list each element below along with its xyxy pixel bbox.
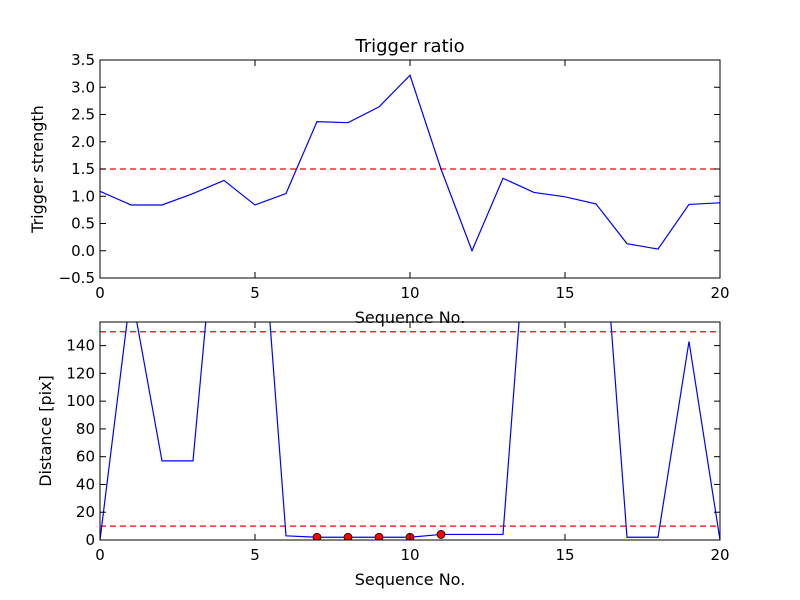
bottom-xtick-label: 15 — [555, 546, 574, 564]
bottom-marker-point — [312, 532, 322, 540]
bottom-ytick-label: 140 — [66, 337, 95, 355]
bottom-xtick-label: 5 — [250, 546, 260, 564]
bottom-plot: Distance [pix] Sequence No. 0 5 10 15 20 0 20 4… — [36, 321, 730, 589]
top-ytick-label: 2.5 — [71, 106, 95, 124]
bottom-marker-point — [436, 530, 446, 539]
bottom-plot-frame — [99, 321, 721, 541]
top-plot-title: Trigger ratio — [354, 36, 464, 57]
bottom-marker-point — [374, 532, 384, 540]
top-xtick-label: 5 — [250, 284, 260, 302]
bottom-marker-point — [343, 532, 353, 540]
top-ytick-label: 3.5 — [71, 51, 95, 69]
bottom-plot-ylabel: Distance [pix] — [36, 375, 55, 487]
top-ytick-label: 2.0 — [71, 133, 95, 151]
bottom-ytick-label: 20 — [76, 503, 95, 521]
bottom-ytick-label: 0 — [85, 531, 95, 549]
top-ytick-label: −0.5 — [59, 269, 95, 287]
bottom-plot-ticks: 0 5 10 15 20 0 20 40 60 80 100 120 140 — [66, 322, 730, 564]
bottom-ytick-label: 40 — [76, 475, 95, 493]
bottom-xtick-label: 0 — [95, 546, 105, 564]
top-plot-area — [100, 74, 720, 253]
top-xtick-label: 20 — [710, 284, 729, 302]
top-ytick-label: 3.0 — [71, 78, 95, 96]
top-plot: Trigger ratio Trigger strength Sequence … — [28, 36, 730, 327]
top-plot-frame — [99, 59, 721, 279]
top-xtick-label: 15 — [555, 284, 574, 302]
bottom-plot-xlabel: Sequence No. — [355, 570, 466, 589]
bottom-xtick-label: 10 — [400, 546, 419, 564]
bottom-xtick-label: 20 — [710, 546, 729, 564]
bottom-ytick-label: 100 — [66, 392, 95, 410]
bottom-ytick-label: 120 — [66, 364, 95, 382]
top-ytick-label: 1.0 — [71, 187, 95, 205]
bottom-ytick-label: 60 — [76, 448, 95, 466]
top-ytick-label: 0.0 — [71, 242, 95, 260]
top-series-line — [100, 74, 720, 253]
top-ytick-label: 1.5 — [71, 160, 95, 178]
bottom-ytick-label: 80 — [76, 420, 95, 438]
top-xtick-label: 0 — [95, 284, 105, 302]
top-plot-ylabel: Trigger strength — [28, 105, 47, 234]
top-ytick-label: 0.5 — [71, 215, 95, 233]
top-xtick-label: 10 — [400, 284, 419, 302]
